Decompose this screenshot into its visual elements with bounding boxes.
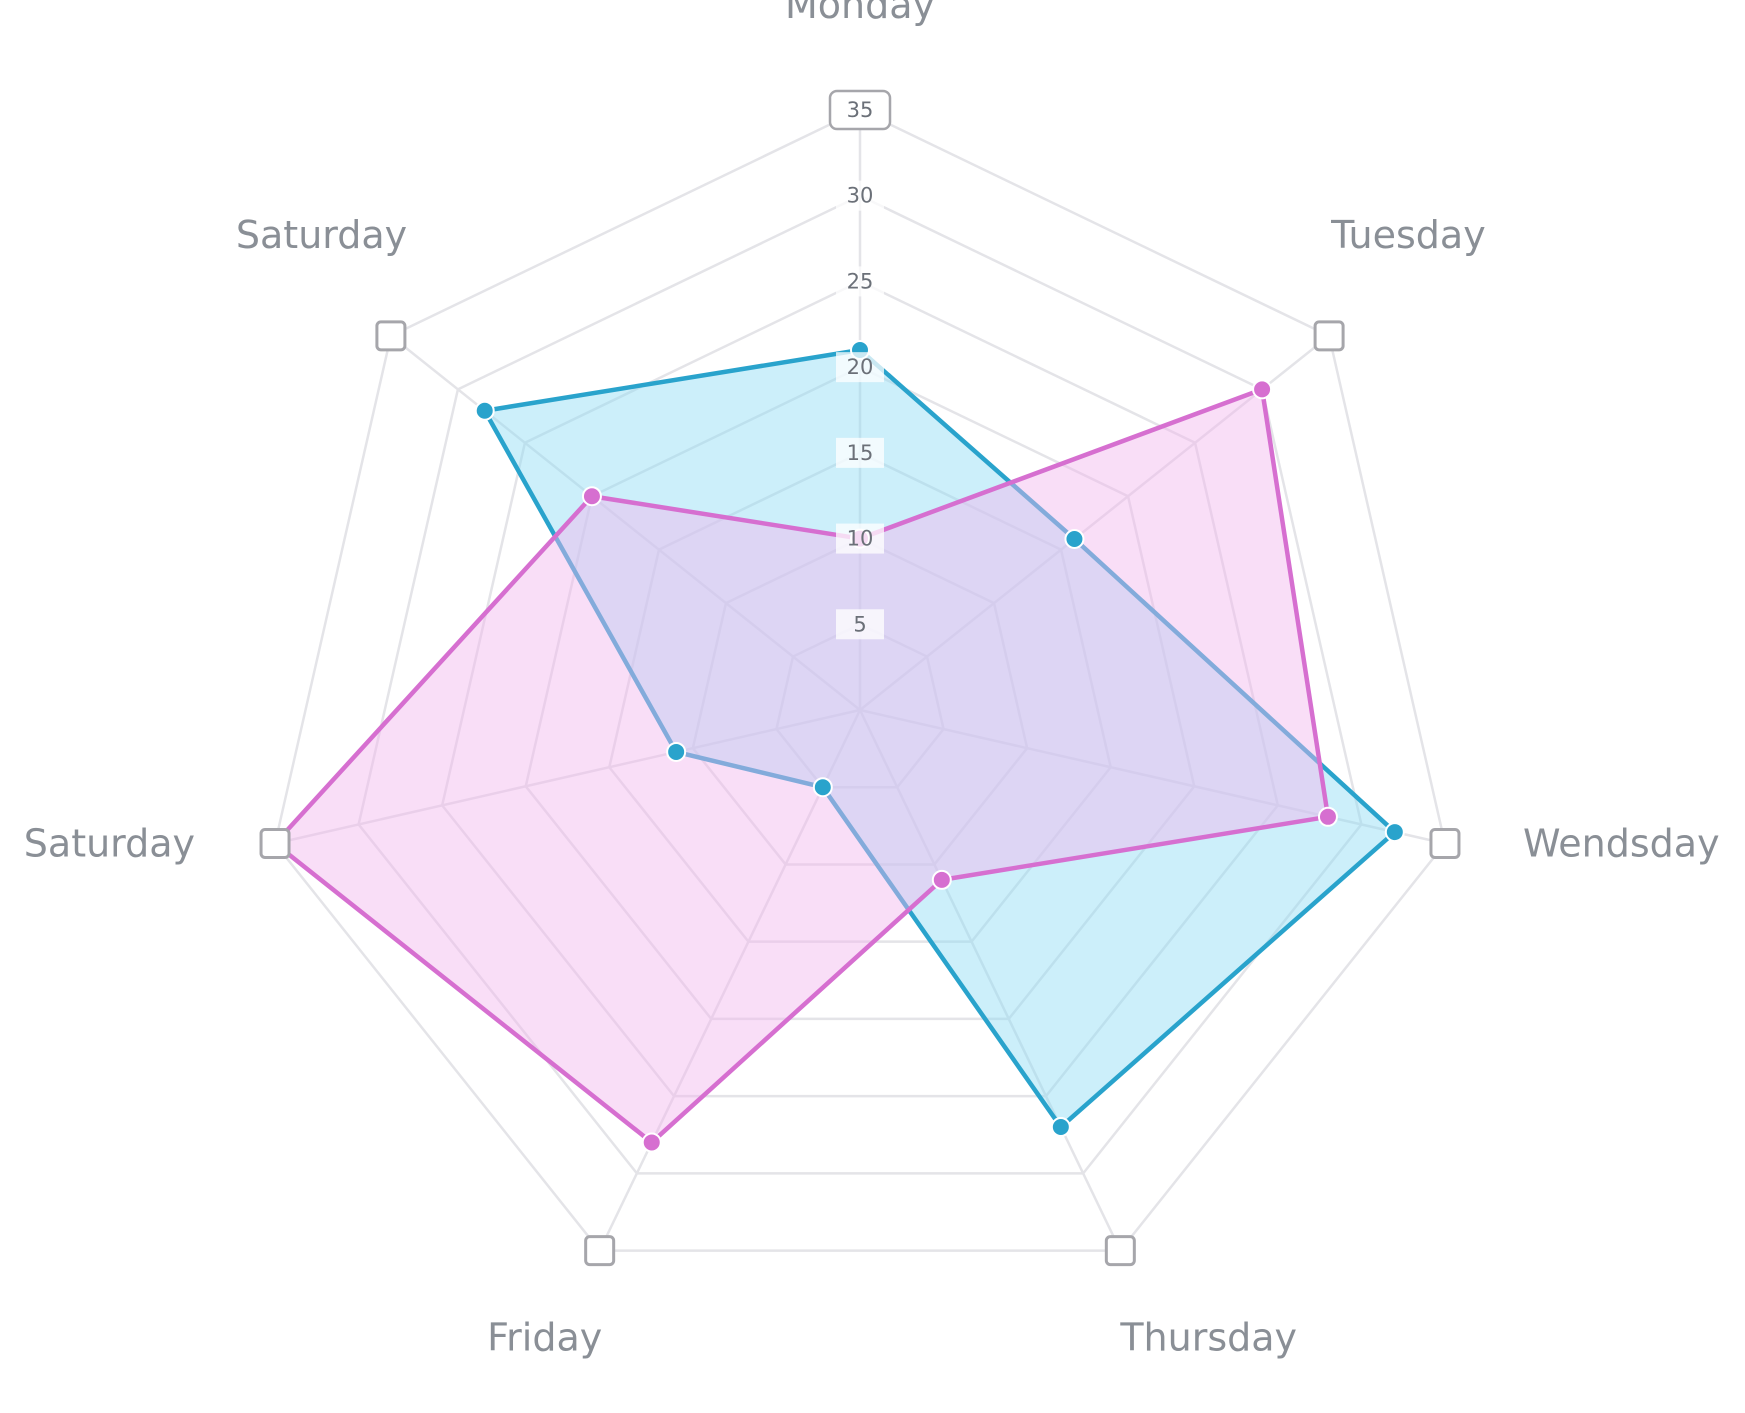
series-0-area [482, 347, 1398, 1130]
axis-handle-3 [1104, 1235, 1136, 1267]
axis-handle-5 [259, 828, 291, 860]
tick-label-box [828, 89, 892, 131]
grid-spoke-2 [859, 708, 1446, 845]
axis-label-4: Friday [487, 1316, 602, 1360]
grid-spoke-4 [598, 709, 862, 1252]
series-0-point-5 [666, 741, 687, 762]
series-1-point-3 [931, 869, 952, 890]
series-1-point-6 [581, 486, 602, 507]
tick-label-6: 35 [847, 98, 874, 122]
grid-ring-5 [357, 194, 1363, 1175]
grid-ring-3 [524, 365, 1196, 1021]
axis-label-3: Thursday [1119, 1316, 1297, 1360]
grid-spoke-6 [390, 334, 861, 711]
tick-label-4: 25 [847, 269, 874, 293]
grid-spoke-5 [274, 708, 861, 845]
axis-handle-1 [1313, 320, 1345, 352]
axis-label-1: Tuesday [1330, 213, 1486, 257]
grid-spoke-3 [858, 709, 1122, 1252]
axis-handle-4 [584, 1235, 616, 1267]
grid-spoke-1 [859, 334, 1330, 711]
tick-label-bg-0 [836, 609, 884, 640]
tick-label-1: 10 [847, 527, 874, 551]
tick-label-bg-3 [836, 352, 884, 383]
series-1-point-2 [1317, 806, 1338, 827]
axis-handle-6 [375, 320, 407, 352]
axis-label-2: Wendsday [1523, 822, 1720, 866]
tick-label-3: 20 [847, 355, 874, 379]
grid-ring-0 [775, 622, 945, 789]
tick-label-bg-1 [836, 523, 884, 554]
series-0-point-2 [1384, 822, 1405, 843]
grid-ring-1 [691, 537, 1029, 866]
series-1-area [272, 387, 1331, 1145]
series-0-point-4 [812, 777, 833, 798]
series-0-point-1 [1064, 528, 1085, 549]
series-1-point-4 [641, 1132, 662, 1153]
tick-label-5: 30 [847, 184, 874, 208]
series-0-point-3 [1050, 1117, 1071, 1138]
axis-handle-2 [1429, 828, 1461, 860]
grid-ring-4 [440, 280, 1280, 1098]
radar-grid [273, 108, 1447, 1252]
axis-label-6: Saturday [236, 213, 407, 257]
tick-label-bg-4 [836, 266, 884, 297]
radar-handle-layer [259, 320, 1461, 1267]
grid-ring-2 [607, 451, 1113, 943]
tick-label-0: 5 [853, 612, 866, 636]
radar-tick-layer: 5 10 15 20 25 30 35 [828, 89, 892, 640]
radar-axis-labels: Monday Tuesday Wendsday Thursday Friday Satur… [24, 0, 1720, 1360]
radar-series-layer [265, 340, 1405, 1153]
series-1-point-1 [1252, 379, 1273, 400]
axis-label-5: Saturday [24, 822, 195, 866]
axis-label-0: Monday [785, 0, 935, 27]
tick-label-bg-2 [836, 437, 884, 468]
grid-ring-6 [273, 108, 1447, 1252]
series-0-point-6 [474, 400, 495, 421]
tick-label-bg-5 [836, 180, 884, 211]
tick-label-2: 15 [847, 441, 874, 465]
